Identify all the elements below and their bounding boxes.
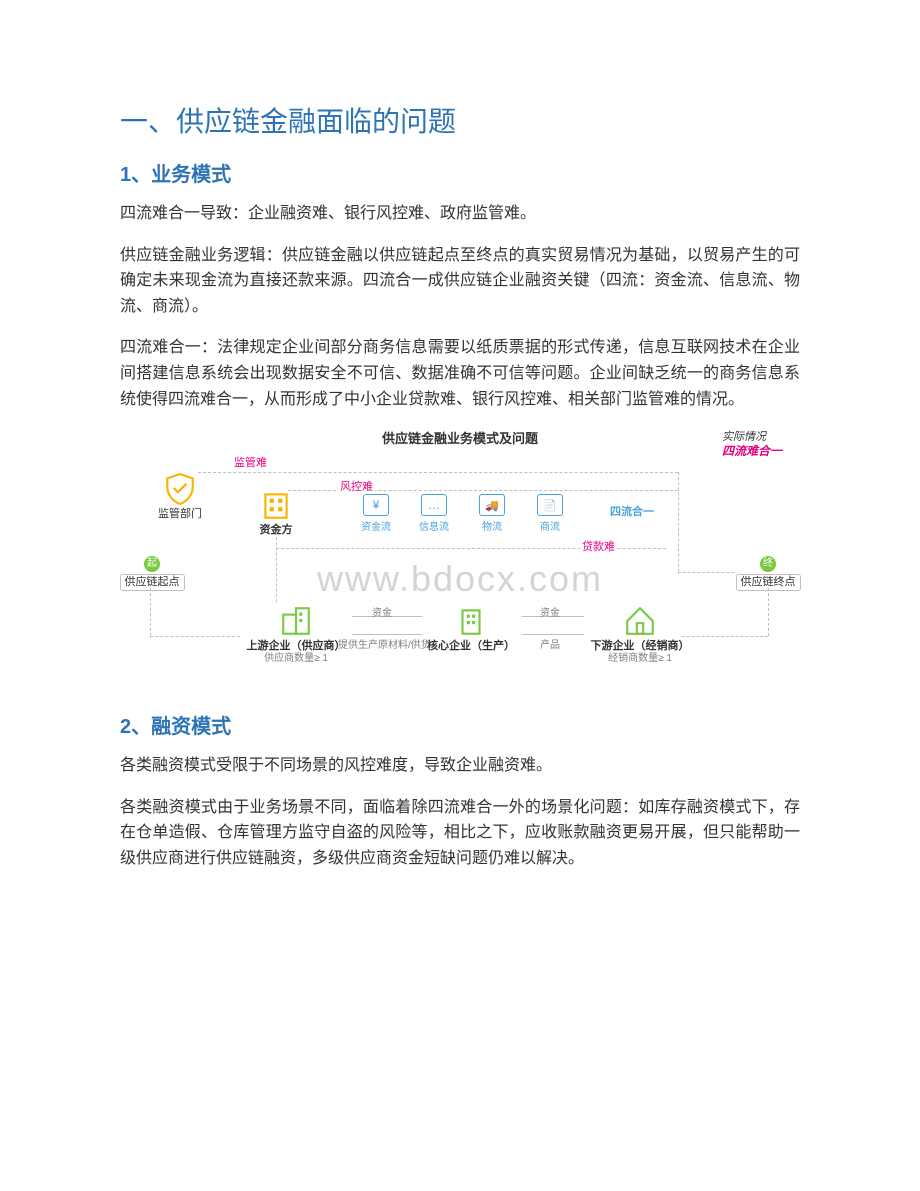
document-icon: 📄 bbox=[537, 494, 563, 516]
arrow-up-core-bottom: 提供生产原材料/供货 bbox=[338, 636, 431, 651]
start-pin-icon: 起 bbox=[144, 556, 160, 572]
shield-icon bbox=[163, 472, 197, 506]
endpoint-end: 终 供应链终点 bbox=[730, 556, 806, 591]
endpoint-start-label: 供应链起点 bbox=[120, 574, 185, 591]
diagram-actual-red: 四流难合一 bbox=[722, 442, 782, 459]
label-risk: 风控难 bbox=[338, 478, 375, 494]
node-upstream: 上游企业（供应商） 供应商数量≥ 1 bbox=[236, 604, 356, 664]
flow-wuliu: 🚚 物流 bbox=[468, 494, 516, 533]
node-four-combine: 四流合一 bbox=[602, 506, 662, 519]
section-1-para-3: 四流难合一：法律规定企业间部分商务信息需要以纸质票据的形式传递，信息互联网技术在… bbox=[120, 335, 800, 412]
node-core: 核心企业（生产） bbox=[416, 604, 526, 653]
watermark-text: www.bdocx.com bbox=[120, 558, 800, 600]
node-downstream-title: 下游企业（经销商） bbox=[580, 640, 700, 653]
flow-zijin-label: 资金流 bbox=[352, 518, 400, 533]
node-upstream-sub: 供应商数量≥ 1 bbox=[236, 653, 356, 665]
business-model-diagram: 供应链金融业务模式及问题 实际情况 四流难合一 www.bdocx.com 监管… bbox=[120, 428, 800, 688]
label-supervise: 监管难 bbox=[232, 454, 269, 470]
section-2-para-1: 各类融资模式受限于不同场景的风控难度，导致企业融资难。 bbox=[120, 753, 800, 779]
page-heading-1: 一、供应链金融面临的问题 bbox=[120, 100, 800, 140]
label-loan: 贷款难 bbox=[580, 538, 617, 554]
node-downstream-sub: 经销商数量≥ 1 bbox=[580, 653, 700, 665]
arrow-core-down-top: 资金 bbox=[540, 604, 560, 619]
node-core-title: 核心企业（生产） bbox=[416, 640, 526, 653]
end-pin-icon: 终 bbox=[760, 556, 776, 572]
diagram-title: 供应链金融业务模式及问题 bbox=[120, 428, 800, 447]
arrow-core-down-bottom: 产品 bbox=[540, 636, 560, 651]
section-2-para-2: 各类融资模式由于业务场景不同，面临着除四流难合一外的场景化问题：如库存融资模式下… bbox=[120, 795, 800, 872]
section-1-para-2: 供应链金融业务逻辑：供应链金融以供应链起点至终点的真实贸易情况为基础，以贸易产生… bbox=[120, 243, 800, 320]
building-icon bbox=[279, 604, 313, 638]
building-icon bbox=[259, 488, 293, 522]
arrow-up-core-top: 资金 bbox=[372, 604, 392, 619]
node-funder: 资金方 bbox=[248, 488, 304, 537]
node-downstream: 下游企业（经销商） 经销商数量≥ 1 bbox=[580, 604, 700, 664]
flow-wuliu-label: 物流 bbox=[468, 518, 516, 533]
node-regulator: 监管部门 bbox=[152, 472, 208, 521]
truck-icon: 🚚 bbox=[479, 494, 505, 516]
building-icon bbox=[454, 604, 488, 638]
flow-shangliu: 📄 商流 bbox=[526, 494, 574, 533]
node-regulator-label: 监管部门 bbox=[152, 508, 208, 521]
flow-shangliu-label: 商流 bbox=[526, 518, 574, 533]
currency-icon: ¥ bbox=[363, 494, 389, 516]
house-icon bbox=[623, 604, 657, 638]
node-four-combine-label: 四流合一 bbox=[610, 506, 654, 518]
message-icon: … bbox=[421, 494, 447, 516]
flow-xinxi: … 信息流 bbox=[410, 494, 458, 533]
flow-zijin: ¥ 资金流 bbox=[352, 494, 400, 533]
section-1-para-1: 四流难合一导致：企业融资难、银行风控难、政府监管难。 bbox=[120, 201, 800, 227]
section-2-heading: 2、融资模式 bbox=[120, 710, 800, 739]
flow-xinxi-label: 信息流 bbox=[410, 518, 458, 533]
endpoint-start: 起 供应链起点 bbox=[114, 556, 190, 591]
section-1-heading: 1、业务模式 bbox=[120, 158, 800, 187]
